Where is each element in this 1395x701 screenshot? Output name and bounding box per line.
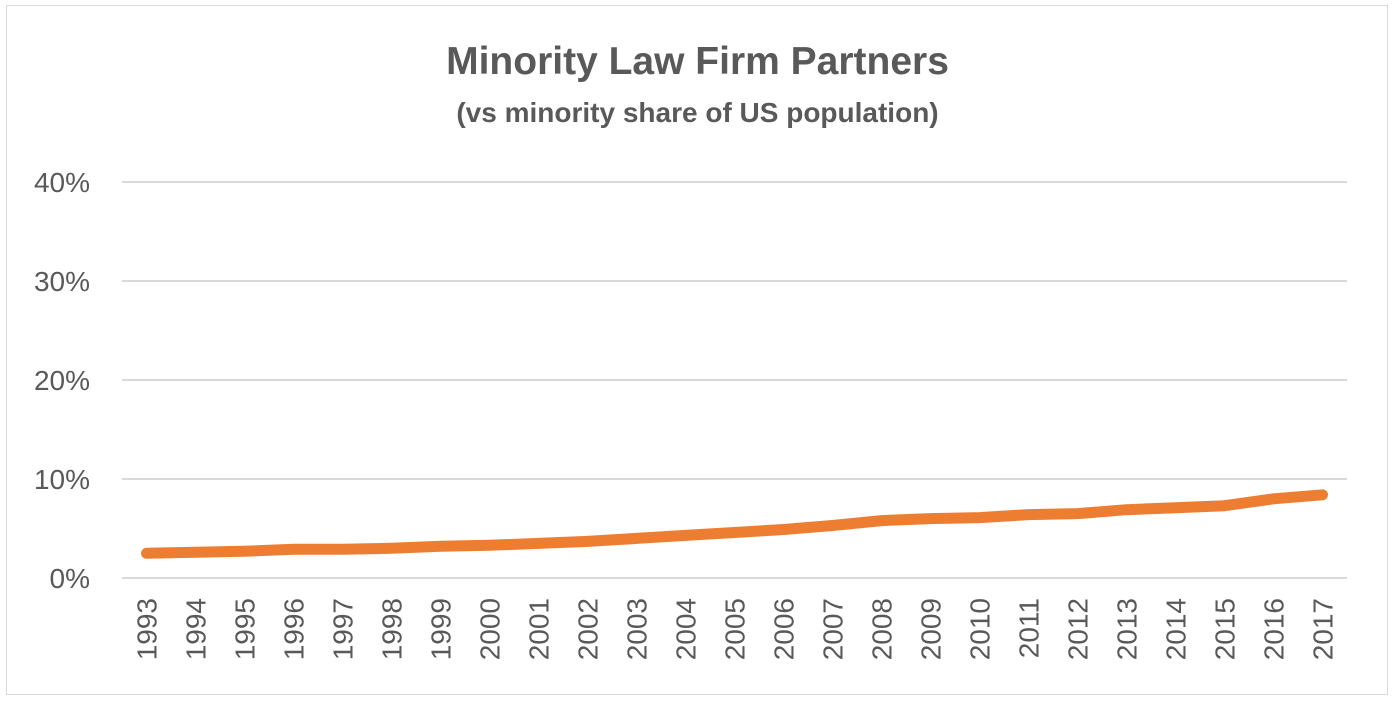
- data-point: [734, 531, 735, 533]
- x-tick-label: 2010: [965, 598, 996, 660]
- data-point: [244, 550, 245, 552]
- x-tick-label: 2001: [524, 598, 555, 660]
- x-tick-label: 2006: [769, 598, 800, 660]
- data-point: [1322, 494, 1323, 496]
- x-tick-label: 2016: [1259, 598, 1290, 660]
- data-point: [685, 534, 686, 536]
- x-tick-label: 2015: [1210, 598, 1241, 660]
- x-tick-label: 2011: [1014, 598, 1045, 658]
- x-tick-label: 1998: [377, 598, 408, 660]
- x-tick-label: 1994: [181, 598, 212, 660]
- chart-title: Minority Law Firm Partners: [446, 40, 949, 83]
- x-tick-label: 2005: [720, 598, 751, 660]
- x-tick-label: 2013: [1112, 598, 1143, 660]
- x-tick-label: 2009: [916, 598, 947, 660]
- data-point: [1273, 498, 1274, 500]
- x-tick-label: 2000: [475, 598, 506, 660]
- x-tick-label: 2004: [671, 598, 702, 660]
- y-tick-label: 40%: [34, 167, 90, 198]
- data-point: [1175, 507, 1176, 509]
- x-tick-label: 1997: [328, 598, 359, 660]
- data-point: [587, 540, 588, 542]
- x-tick-label: 2014: [1161, 598, 1192, 660]
- data-point: [930, 518, 931, 520]
- data-point: [391, 547, 392, 549]
- y-tick-label: 0%: [50, 563, 90, 594]
- series-line: [141, 489, 1328, 559]
- x-tick-label: 2007: [818, 598, 849, 660]
- x-tick-label: 2002: [573, 598, 604, 660]
- data-point: [979, 517, 980, 519]
- data-point: [881, 520, 882, 522]
- data-point: [1126, 509, 1127, 511]
- x-axis-ticks: 1993 1994 1995 1996 1997 1998 1999 2000 2001 2002…: [132, 598, 1339, 660]
- data-point: [195, 551, 196, 553]
- data-point: [538, 542, 539, 544]
- chart-frame: [6, 5, 1388, 695]
- y-tick-label: 30%: [34, 266, 90, 297]
- x-tick-label: 2008: [867, 598, 898, 660]
- y-tick-label: 10%: [34, 464, 90, 495]
- chart-subtitle: (vs minority share of US population): [456, 97, 939, 128]
- data-point: [1224, 505, 1225, 507]
- data-point: [1077, 513, 1078, 515]
- data-point: [440, 545, 441, 547]
- data-point: [293, 548, 294, 550]
- x-tick-label: 1999: [426, 598, 457, 660]
- x-tick-label: 2012: [1063, 598, 1094, 660]
- x-tick-label: 1995: [230, 598, 261, 660]
- x-tick-label: 2003: [622, 598, 653, 660]
- data-point: [489, 544, 490, 546]
- x-tick-label: 1993: [132, 598, 163, 660]
- data-point: [1028, 514, 1029, 516]
- data-point: [636, 537, 637, 539]
- x-tick-label: 1996: [279, 598, 310, 660]
- data-point: [342, 548, 343, 550]
- data-point: [832, 525, 833, 527]
- gridlines: [122, 181, 1347, 579]
- y-tick-label: 20%: [34, 365, 90, 396]
- data-point: [783, 528, 784, 530]
- y-axis-ticks: 0% 10% 20% 30% 40%: [34, 167, 90, 594]
- data-point: [146, 552, 147, 554]
- series-layer: [141, 489, 1328, 559]
- x-tick-label: 2017: [1308, 598, 1339, 660]
